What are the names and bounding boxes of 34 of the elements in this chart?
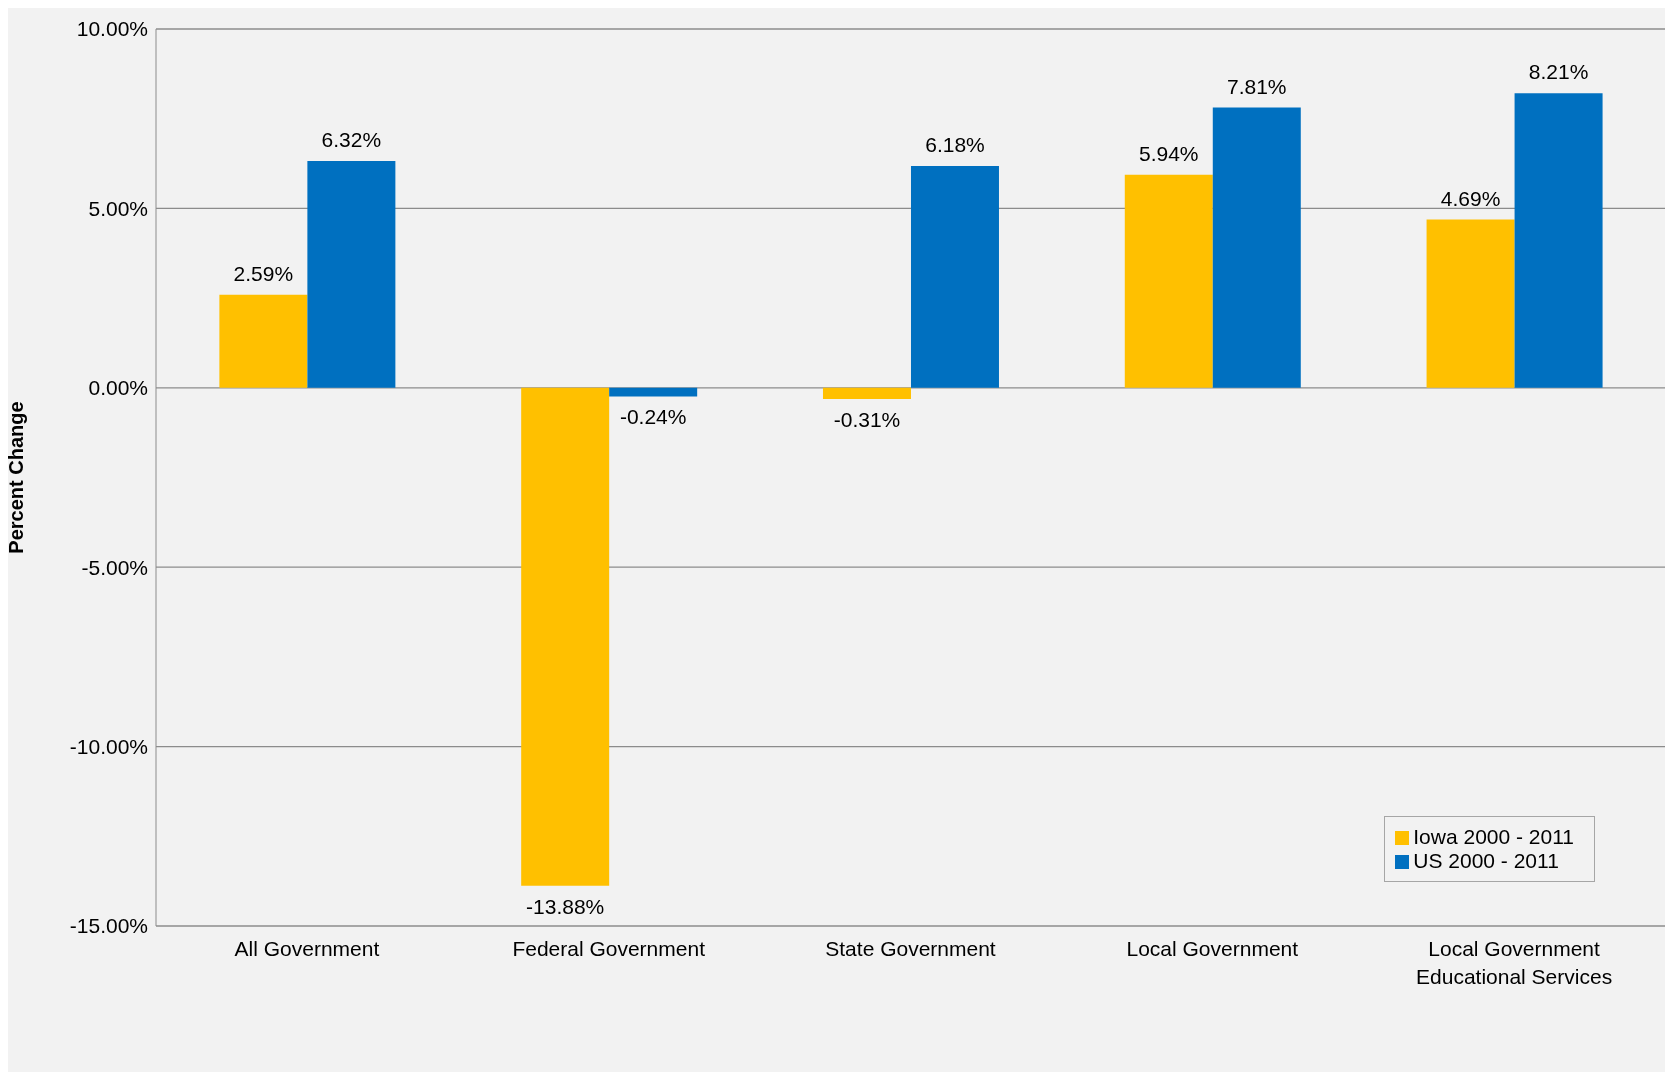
bar (910, 166, 999, 388)
data-label: -13.88% (526, 894, 605, 918)
x-tick-label: State Government (825, 937, 996, 960)
legend-label: Iowa 2000 - 2011 (1413, 825, 1574, 848)
bar (307, 161, 396, 388)
y-tick-label: -10.00% (69, 735, 148, 759)
data-label: -0.31% (833, 407, 901, 431)
x-tick-label: All Government (234, 937, 380, 960)
bar (822, 387, 911, 399)
y-tick-label: -5.00% (81, 555, 148, 579)
bar (219, 294, 308, 388)
data-label: 7.81% (1227, 74, 1287, 98)
bar (1212, 107, 1301, 388)
x-tick-label: Local Government Educational Services (1416, 937, 1613, 988)
legend-label: US 2000 - 2011 (1413, 849, 1559, 872)
bar (1124, 174, 1213, 388)
bar (1426, 219, 1515, 388)
y-axis-title: Percent Change (5, 401, 28, 554)
data-label: 4.69% (1440, 186, 1501, 210)
data-label: 5.94% (1139, 141, 1199, 165)
x-tick-label: Federal Government (512, 937, 706, 960)
bar (1514, 93, 1603, 388)
y-tick-label: 5.00% (88, 196, 148, 220)
y-tick-label: 0.00% (88, 376, 148, 400)
x-tick-label: Local Government (1126, 937, 1299, 960)
data-label: 2.59% (233, 261, 294, 285)
data-label: 6.32% (321, 128, 382, 152)
bar (521, 387, 610, 886)
bar (609, 387, 698, 397)
data-label: 8.21% (1528, 60, 1589, 84)
data-label: 6.18% (925, 133, 985, 157)
y-tick-label: -15.00% (69, 914, 148, 938)
y-tick-label: 10.00% (76, 17, 148, 41)
data-label: -0.24% (619, 405, 687, 429)
